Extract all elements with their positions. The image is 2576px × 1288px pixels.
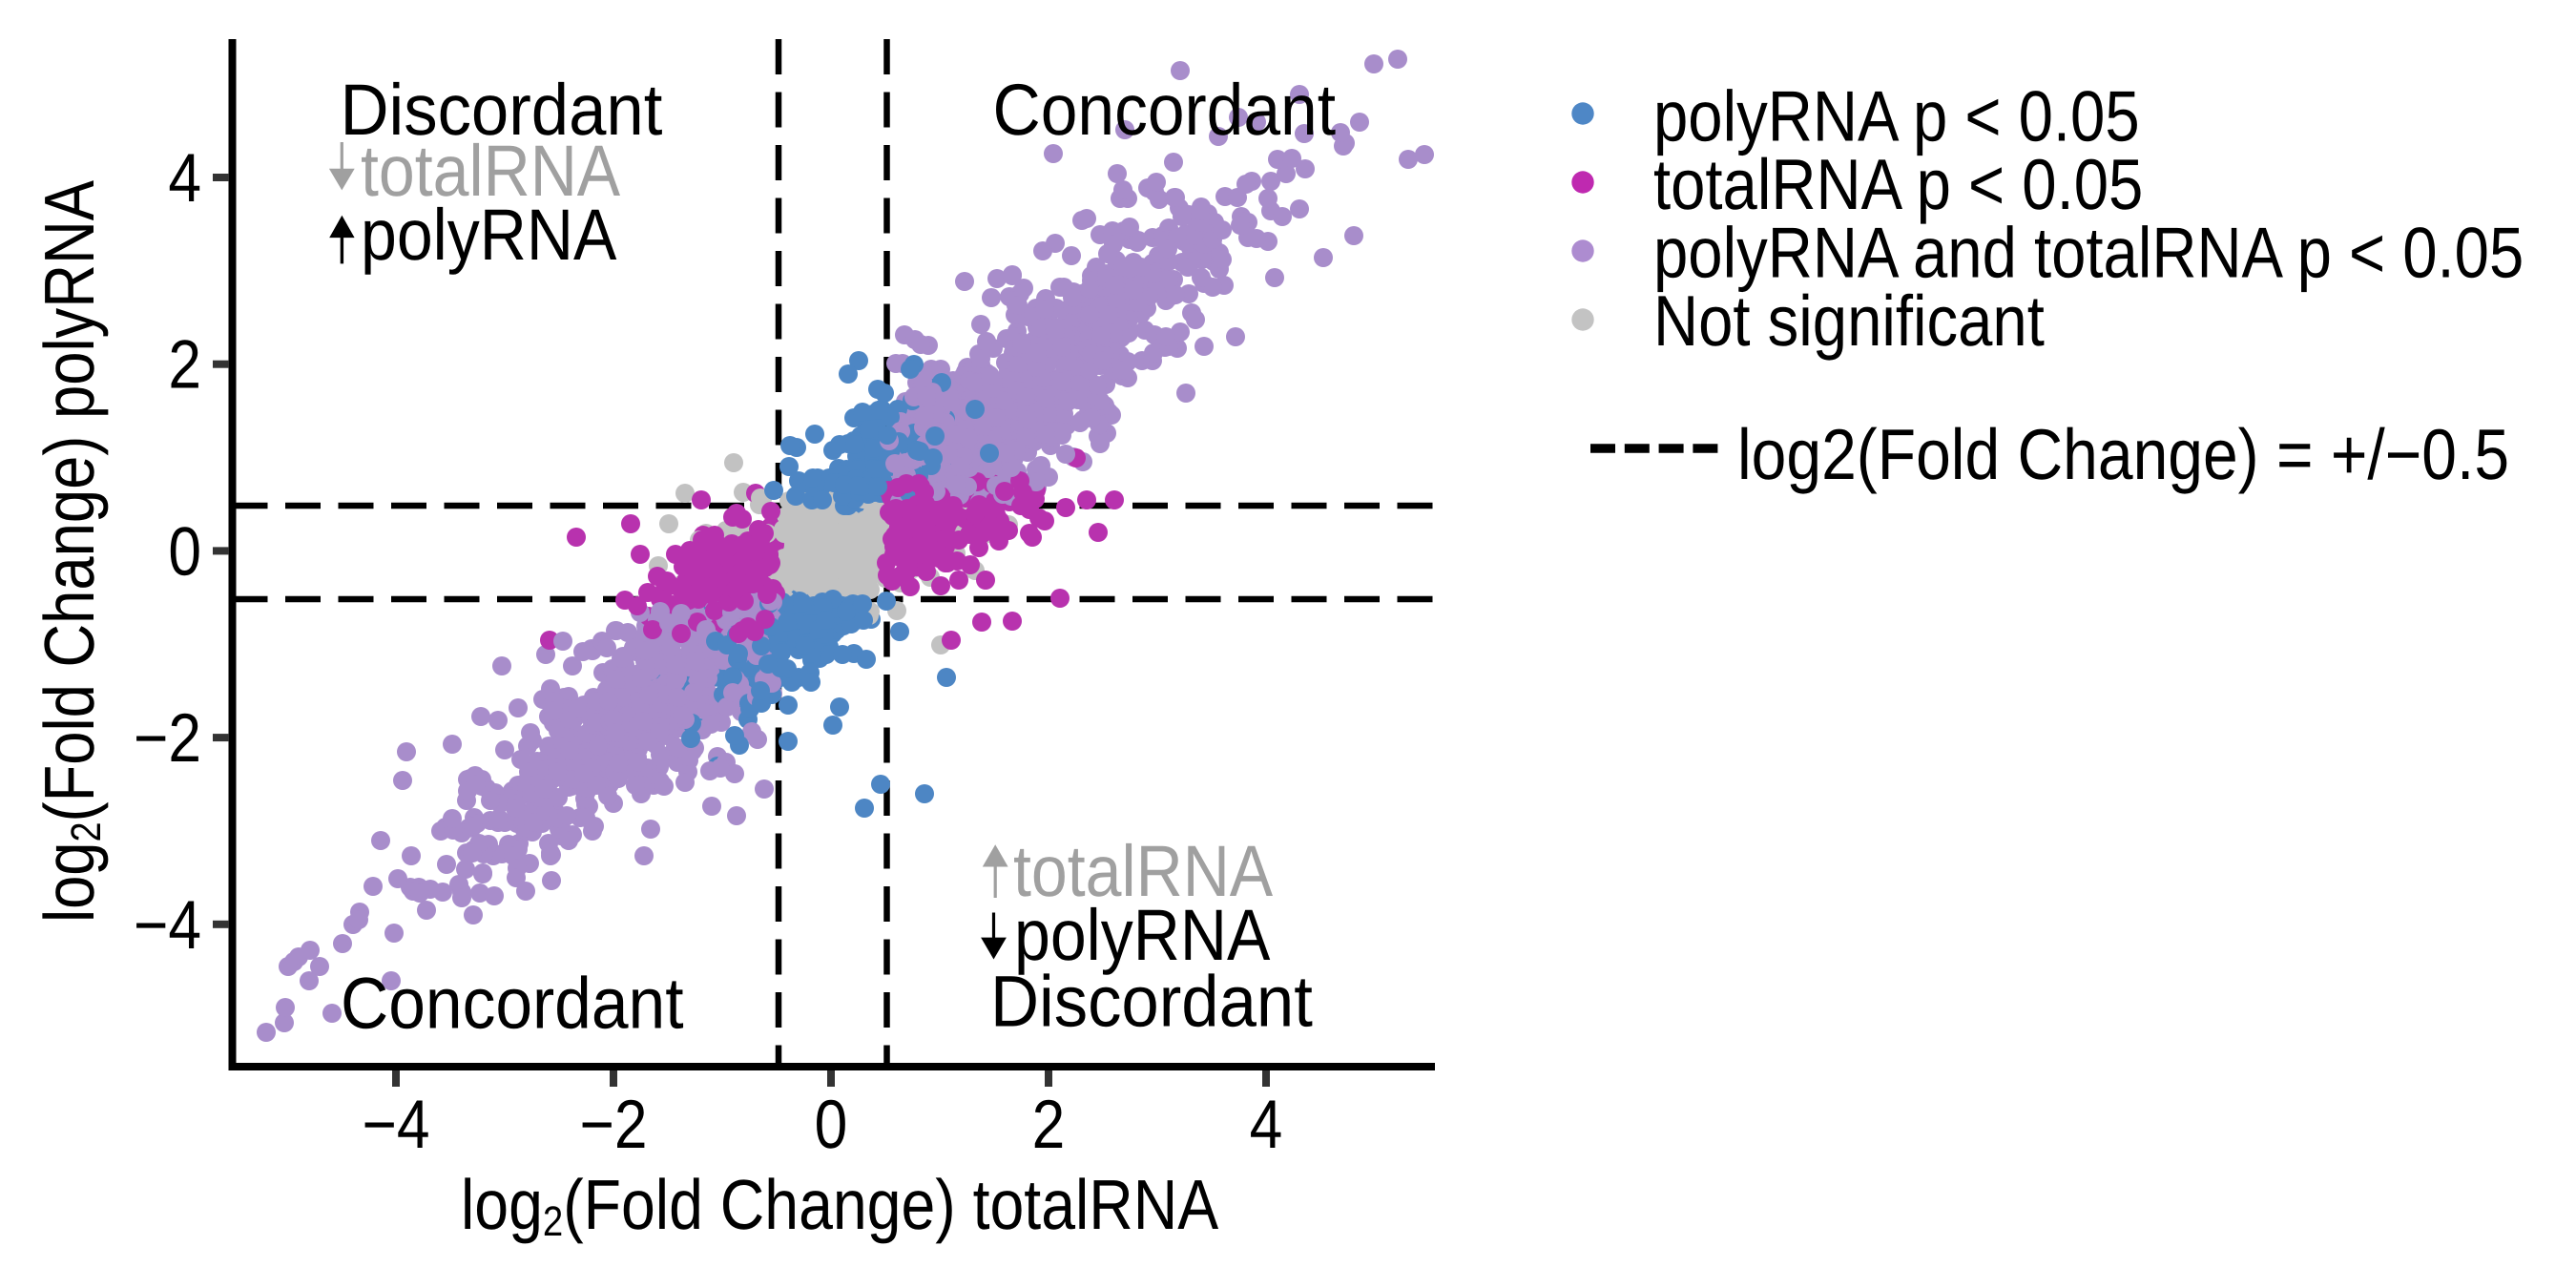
svg-text:4: 4 [1250, 1087, 1283, 1163]
svg-text:(Fold Change) polyRNA: (Fold Change) polyRNA [30, 180, 109, 822]
svg-text:totalRNA: totalRNA [361, 131, 620, 212]
svg-text:Discordant: Discordant [341, 70, 663, 151]
svg-text:2: 2 [1032, 1087, 1066, 1163]
svg-text:Concordant: Concordant [341, 964, 684, 1045]
svg-text:polyRNA and totalRNA p < 0.05: polyRNA and totalRNA p < 0.05 [1653, 213, 2524, 293]
svg-text:totalRNA: totalRNA [1013, 831, 1273, 912]
svg-text:polyRNA: polyRNA [361, 195, 617, 276]
svg-text:−2: −2 [579, 1087, 647, 1163]
svg-text:2: 2 [168, 327, 201, 404]
svg-text:Not significant: Not significant [1653, 280, 2045, 361]
svg-text:(Fold Change) totalRNA: (Fold Change) totalRNA [563, 1165, 1219, 1244]
svg-text:log: log [461, 1165, 543, 1244]
svg-text:−4: −4 [362, 1087, 429, 1163]
svg-text:4: 4 [168, 140, 201, 217]
svg-text:Concordant: Concordant [993, 70, 1337, 151]
svg-text:Discordant: Discordant [990, 962, 1313, 1043]
svg-text:−2: −2 [134, 700, 201, 777]
svg-text:0: 0 [815, 1087, 848, 1163]
svg-text:log: log [30, 841, 109, 923]
svg-text:log2(Fold Change) = +/−0.5: log2(Fold Change) = +/−0.5 [1737, 414, 2509, 494]
svg-text:polyRNA: polyRNA [1014, 895, 1271, 976]
svg-text:−4: −4 [134, 887, 201, 964]
svg-text:totalRNA p < 0.05: totalRNA p < 0.05 [1653, 144, 2143, 224]
svg-text:polyRNA p < 0.05: polyRNA p < 0.05 [1653, 76, 2140, 156]
svg-text:0: 0 [168, 513, 201, 590]
